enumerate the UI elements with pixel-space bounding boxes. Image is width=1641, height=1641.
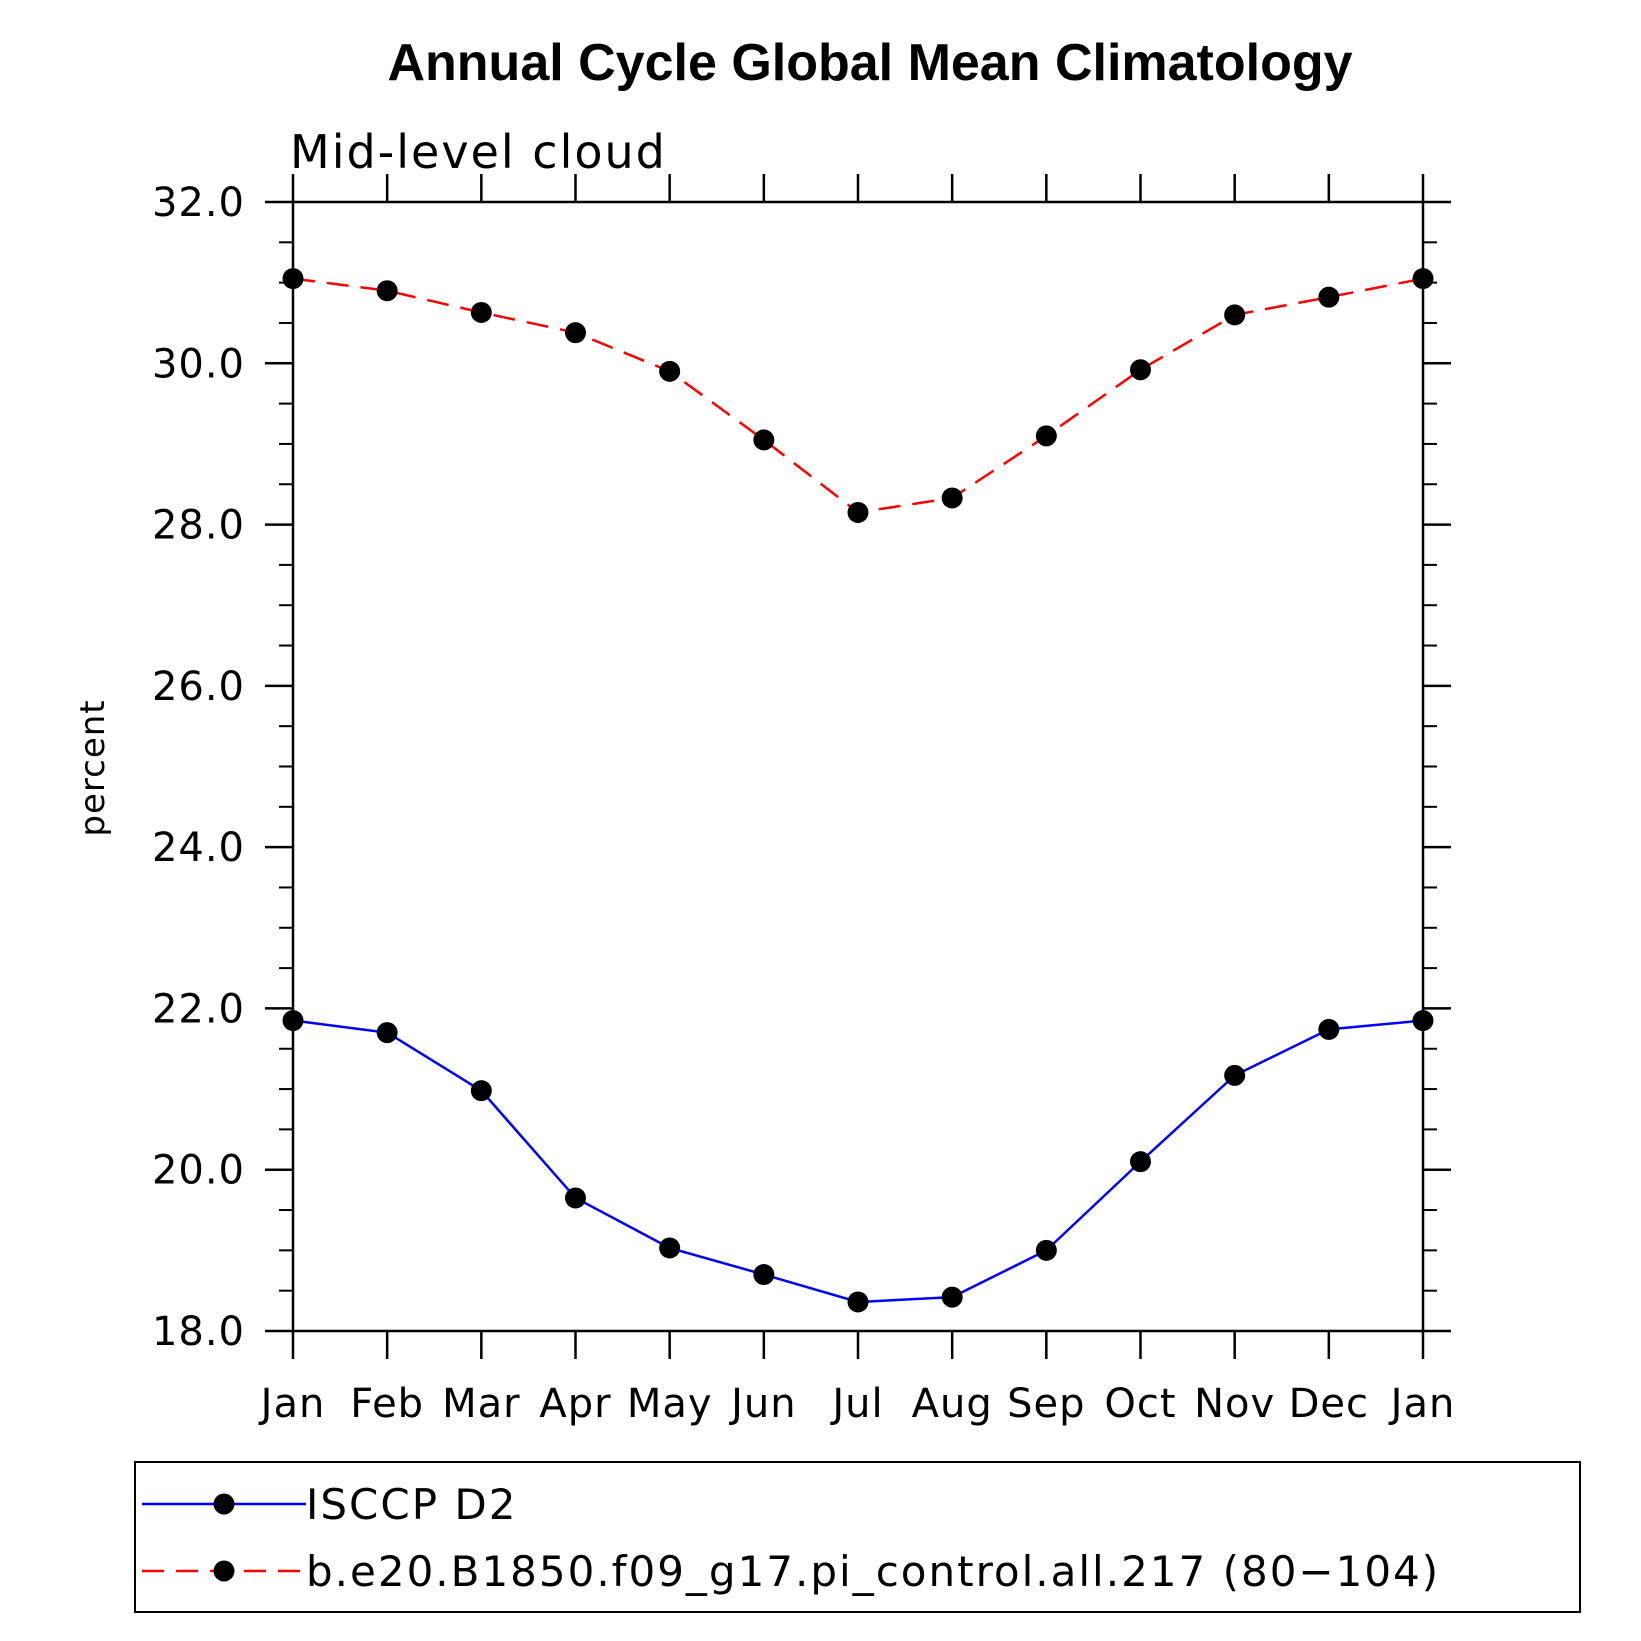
- data-point: [1224, 1064, 1246, 1086]
- data-point: [1412, 268, 1434, 290]
- data-point: [1318, 1018, 1340, 1040]
- x-tick-label: Jul: [829, 1381, 883, 1427]
- y-tick-label: 22.0: [152, 986, 245, 1032]
- legend-item-1: ISCCP D2: [142, 1480, 517, 1529]
- x-axis: Jan Feb Mar Apr May Jun Jul Aug Sep Oct Nov Dec Jan: [258, 174, 1456, 1427]
- data-point: [659, 360, 681, 382]
- x-tick-label: Oct: [1104, 1381, 1176, 1427]
- x-tick-label: Sep: [1007, 1381, 1085, 1427]
- data-point: [565, 1187, 586, 1209]
- x-tick-label: Mar: [442, 1381, 520, 1427]
- legend: ISCCP D2 b.e20.B1850.f09_g17.pi_control.a…: [134, 1461, 1581, 1613]
- y-tick-label: 30.0: [152, 341, 245, 387]
- data-point: [565, 322, 586, 344]
- y-tick-label: 26.0: [152, 664, 245, 710]
- y-tick-label: 24.0: [152, 825, 245, 871]
- y-axis: 18.0 20.0 22.0 24.0 26.0 28.0 30.0 32.0: [152, 180, 1451, 1355]
- data-point: [376, 1022, 398, 1044]
- series-1: [282, 1010, 1434, 1313]
- legend-label: ISCCP D2: [306, 1480, 517, 1529]
- data-point: [282, 268, 304, 290]
- data-point: [282, 1010, 304, 1032]
- data-point: [1035, 1239, 1057, 1261]
- x-tick-label: Nov: [1194, 1381, 1275, 1427]
- x-tick-label: Dec: [1289, 1381, 1369, 1427]
- x-tick-label: Feb: [350, 1381, 424, 1427]
- x-tick-label: Aug: [912, 1381, 993, 1427]
- data-point: [1130, 359, 1151, 381]
- chart-title: Annual Cycle Global Mean Climatology: [387, 34, 1352, 92]
- y-tick-label: 32.0: [152, 180, 245, 226]
- data-point: [753, 429, 775, 451]
- data-point: [376, 280, 398, 302]
- x-tick-label: Jun: [728, 1381, 797, 1427]
- x-tick-label: Jan: [1388, 1381, 1456, 1427]
- legend-marker: [213, 1493, 235, 1515]
- data-point: [847, 501, 869, 523]
- legend-box: [134, 1461, 1581, 1613]
- data-point: [1035, 425, 1057, 447]
- y-tick-label: 28.0: [152, 503, 245, 549]
- y-tick-label: 20.0: [152, 1148, 245, 1194]
- legend-label: b.e20.B1850.f09_g17.pi_control.all.217 (…: [306, 1547, 1440, 1596]
- data-point: [659, 1237, 681, 1259]
- data-point: [753, 1264, 775, 1286]
- data-point: [1224, 304, 1246, 326]
- data-point: [1130, 1151, 1151, 1173]
- data-point: [470, 1080, 492, 1102]
- data-point: [941, 487, 963, 509]
- data-point: [1412, 1010, 1434, 1032]
- data-point: [470, 301, 492, 323]
- plot-frame: [291, 200, 1425, 1333]
- series-line: [292, 1019, 1424, 1304]
- chart-subtitle: Mid-level cloud: [290, 125, 667, 179]
- y-axis-label: percent: [73, 699, 113, 836]
- plot-border: [291, 200, 1425, 1333]
- series-line: [292, 277, 1424, 514]
- series-layer: [282, 268, 1434, 1313]
- data-point: [941, 1286, 963, 1308]
- data-point: [1318, 286, 1340, 308]
- y-tick-label: 18.0: [152, 1309, 245, 1355]
- x-tick-label: Jan: [258, 1381, 326, 1427]
- legend-marker: [213, 1560, 235, 1582]
- data-point: [847, 1291, 869, 1313]
- x-tick-label: Apr: [539, 1381, 611, 1427]
- legend-item-2: b.e20.B1850.f09_g17.pi_control.all.217 (…: [142, 1547, 1440, 1596]
- x-tick-label: May: [627, 1381, 713, 1427]
- series-2: [282, 268, 1434, 523]
